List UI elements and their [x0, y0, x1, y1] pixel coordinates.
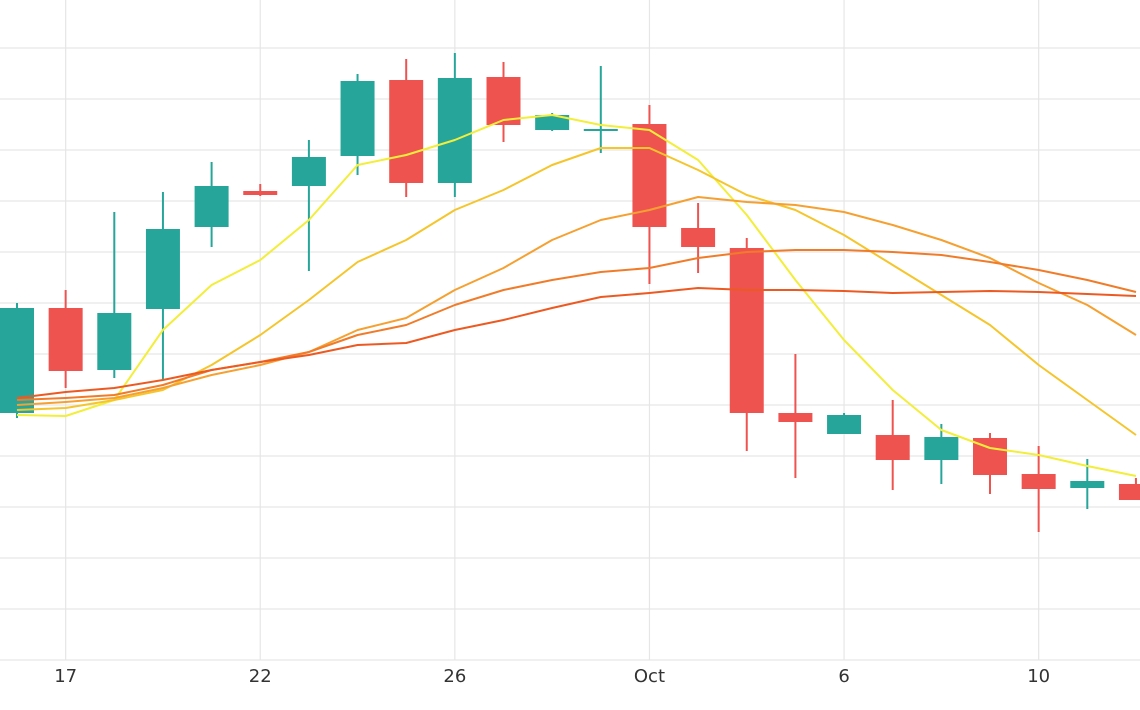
candle-body [681, 228, 716, 247]
candle-body [924, 437, 959, 460]
candle-body [145, 229, 180, 309]
candle-body [389, 80, 424, 183]
moving-average-line [16, 196, 1137, 406]
candle-body [194, 186, 229, 227]
moving-average-line [16, 287, 1137, 399]
candle-body [1070, 481, 1105, 488]
candle-body [729, 248, 764, 413]
candle-body [243, 191, 278, 195]
candle-body [875, 435, 910, 460]
x-tick-label: 22 [249, 666, 272, 687]
x-tick-label: Oct [634, 666, 665, 687]
x-tick-label: 6 [838, 666, 849, 687]
candle-body [1021, 474, 1056, 489]
moving-average-line [16, 249, 1137, 401]
candle-body [827, 415, 862, 434]
x-tick-label: 26 [443, 666, 466, 687]
candle-body [48, 308, 83, 371]
moving-average-line [16, 114, 1137, 477]
candle-body [535, 115, 570, 130]
candle-body [97, 313, 132, 370]
candle-body [1118, 484, 1140, 500]
candle-body [291, 157, 326, 186]
candle-body [0, 308, 34, 413]
candle-body [340, 81, 375, 156]
candle-body [778, 413, 813, 422]
moving-average-line [16, 147, 1137, 436]
x-tick-label: 17 [54, 666, 77, 687]
x-tick-label: 10 [1027, 666, 1050, 687]
candle-body [486, 77, 521, 125]
candle-body [437, 78, 472, 183]
candle-body [583, 129, 618, 131]
